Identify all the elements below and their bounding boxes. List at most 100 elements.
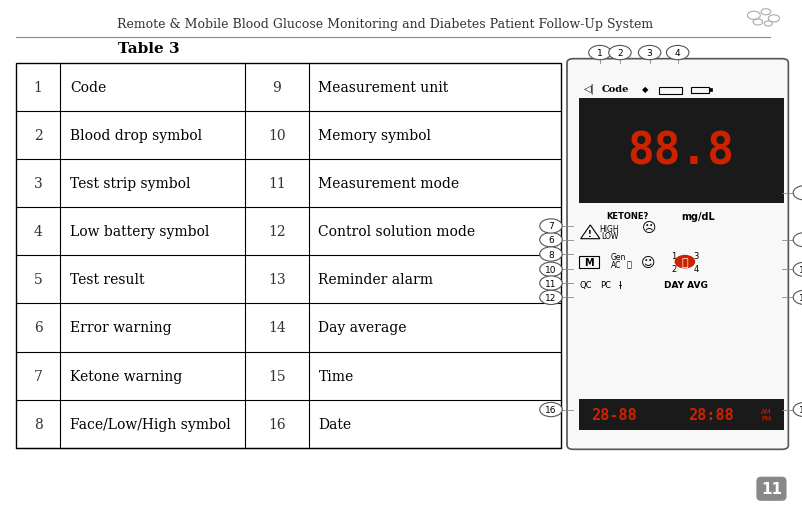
Text: 10: 10 bbox=[268, 129, 286, 143]
Text: ☺: ☺ bbox=[641, 255, 655, 269]
Text: 4: 4 bbox=[694, 264, 699, 273]
Text: 11: 11 bbox=[761, 482, 782, 496]
Circle shape bbox=[609, 46, 631, 61]
Text: 88.8: 88.8 bbox=[627, 130, 735, 173]
Text: PC: PC bbox=[600, 280, 611, 290]
Text: AM: AM bbox=[761, 408, 772, 414]
Text: 🕐: 🕐 bbox=[682, 257, 688, 267]
Text: 11: 11 bbox=[545, 279, 557, 288]
Text: DAY AVG: DAY AVG bbox=[664, 280, 707, 290]
Text: 10: 10 bbox=[545, 265, 557, 274]
Text: 13: 13 bbox=[799, 265, 802, 274]
Text: 13: 13 bbox=[268, 273, 286, 287]
Text: mg/dL: mg/dL bbox=[681, 211, 715, 221]
Circle shape bbox=[540, 291, 562, 305]
Bar bbox=[16, 64, 561, 448]
Circle shape bbox=[589, 46, 611, 61]
Text: 3: 3 bbox=[34, 177, 43, 191]
Text: 8: 8 bbox=[548, 250, 554, 259]
Bar bbox=[709, 89, 712, 92]
Circle shape bbox=[540, 263, 562, 277]
Text: Measurement unit: Measurement unit bbox=[318, 80, 448, 95]
Circle shape bbox=[540, 276, 562, 291]
Bar bbox=[691, 88, 709, 94]
Circle shape bbox=[540, 219, 562, 234]
Text: 2: 2 bbox=[671, 264, 676, 273]
Text: Code: Code bbox=[70, 80, 106, 95]
Circle shape bbox=[540, 247, 562, 262]
Text: Error warning: Error warning bbox=[70, 321, 172, 335]
Circle shape bbox=[540, 233, 562, 247]
Text: 16: 16 bbox=[268, 417, 286, 431]
Text: AC: AC bbox=[611, 260, 622, 269]
Text: Face/Low/High symbol: Face/Low/High symbol bbox=[70, 417, 230, 431]
Text: 15: 15 bbox=[268, 369, 286, 383]
Text: PM: PM bbox=[762, 415, 772, 421]
Bar bbox=[579, 400, 784, 430]
Text: 11: 11 bbox=[268, 177, 286, 191]
Text: Memory symbol: Memory symbol bbox=[318, 129, 431, 143]
Circle shape bbox=[793, 403, 802, 417]
Text: KETONE?: KETONE? bbox=[606, 212, 648, 221]
Text: 🍎: 🍎 bbox=[626, 260, 631, 269]
Text: Ketone warning: Ketone warning bbox=[70, 369, 182, 383]
Text: 9: 9 bbox=[273, 80, 281, 95]
Text: Table 3: Table 3 bbox=[118, 42, 179, 56]
Text: 14: 14 bbox=[268, 321, 286, 335]
Text: Blood drop symbol: Blood drop symbol bbox=[70, 129, 202, 143]
Circle shape bbox=[540, 403, 562, 417]
Text: 12: 12 bbox=[545, 293, 557, 302]
Text: 5: 5 bbox=[34, 273, 43, 287]
Text: 12: 12 bbox=[268, 225, 286, 239]
Text: 4: 4 bbox=[674, 49, 681, 58]
Text: 3: 3 bbox=[694, 251, 699, 260]
Text: 6: 6 bbox=[34, 321, 43, 335]
Text: Measurement mode: Measurement mode bbox=[318, 177, 460, 191]
Text: 1: 1 bbox=[34, 80, 43, 95]
Circle shape bbox=[675, 256, 695, 268]
Text: Time: Time bbox=[318, 369, 354, 383]
Text: 28:88: 28:88 bbox=[688, 407, 733, 422]
Text: M: M bbox=[584, 257, 594, 267]
Text: Remote & Mobile Blood Glucose Monitoring and Diabetes Patient Follow-Up System: Remote & Mobile Blood Glucose Monitoring… bbox=[117, 18, 653, 31]
Text: 28-88: 28-88 bbox=[591, 407, 636, 422]
Circle shape bbox=[793, 186, 802, 201]
Circle shape bbox=[666, 46, 689, 61]
Text: !: ! bbox=[589, 230, 592, 239]
Text: Day average: Day average bbox=[318, 321, 407, 335]
Text: LOW: LOW bbox=[601, 231, 618, 240]
Text: 16: 16 bbox=[545, 405, 557, 414]
Text: ◆: ◆ bbox=[642, 84, 648, 94]
Text: 4: 4 bbox=[34, 225, 43, 239]
Text: Test strip symbol: Test strip symbol bbox=[70, 177, 190, 191]
Text: HIGH: HIGH bbox=[600, 224, 619, 234]
Text: 6: 6 bbox=[548, 236, 554, 245]
Text: 2: 2 bbox=[617, 49, 623, 58]
Bar bbox=[579, 99, 784, 204]
Circle shape bbox=[793, 263, 802, 277]
Text: QC: QC bbox=[579, 280, 592, 290]
Bar bbox=[659, 88, 682, 95]
Text: 7: 7 bbox=[34, 369, 43, 383]
Text: Test result: Test result bbox=[70, 273, 144, 287]
Text: Gen: Gen bbox=[611, 252, 626, 262]
Text: 14: 14 bbox=[799, 293, 802, 302]
Text: 8: 8 bbox=[34, 417, 43, 431]
FancyBboxPatch shape bbox=[567, 60, 788, 449]
Text: 3: 3 bbox=[646, 49, 653, 58]
Text: Control solution mode: Control solution mode bbox=[318, 225, 476, 239]
Circle shape bbox=[793, 233, 802, 247]
Text: Low battery symbol: Low battery symbol bbox=[70, 225, 209, 239]
Text: Code: Code bbox=[602, 84, 629, 94]
Text: 2: 2 bbox=[34, 129, 43, 143]
Text: ☹: ☹ bbox=[642, 220, 657, 235]
Circle shape bbox=[638, 46, 661, 61]
Bar bbox=[579, 256, 599, 269]
Text: Reminder alarm: Reminder alarm bbox=[318, 273, 433, 287]
Text: Ɨ: Ɨ bbox=[619, 280, 622, 290]
Text: 1: 1 bbox=[671, 251, 676, 260]
Text: 1: 1 bbox=[597, 49, 603, 58]
Text: Date: Date bbox=[318, 417, 351, 431]
Text: 7: 7 bbox=[548, 222, 554, 231]
Circle shape bbox=[793, 291, 802, 305]
